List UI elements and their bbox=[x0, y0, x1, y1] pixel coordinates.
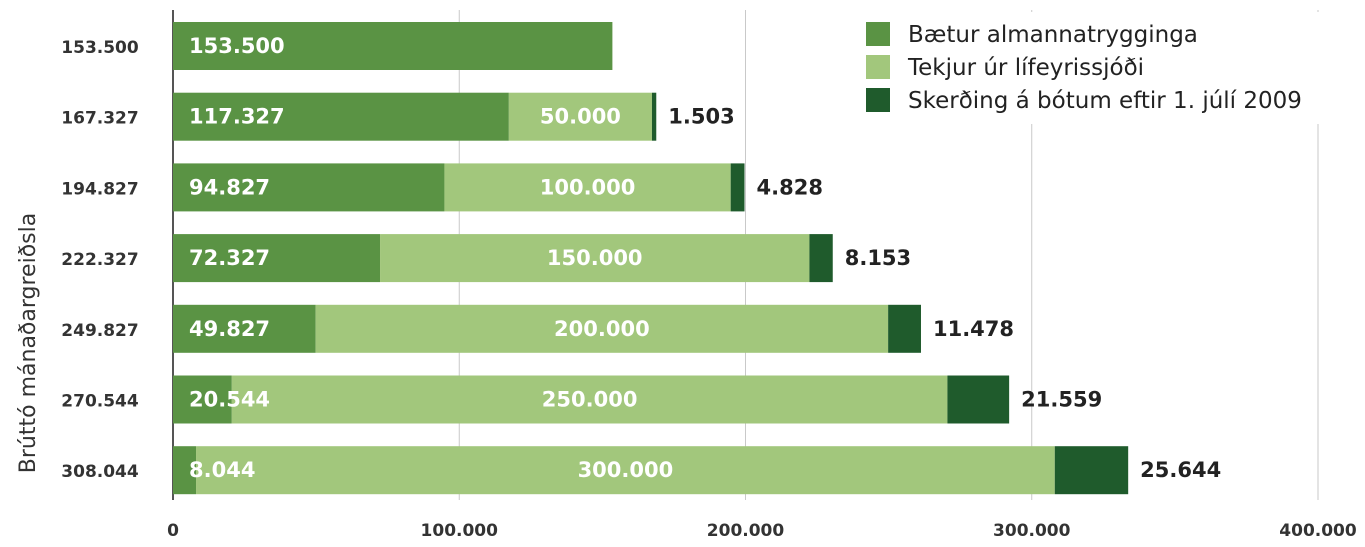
bar-segment bbox=[651, 92, 657, 141]
data-label: 150.000 bbox=[547, 246, 643, 270]
bar-segment bbox=[173, 446, 197, 495]
bar-segment bbox=[380, 234, 810, 283]
data-label: 117.327 bbox=[189, 105, 285, 129]
category-label: 222.327 bbox=[61, 250, 138, 270]
legend-swatch bbox=[866, 88, 890, 112]
legend-entry: Bætur almannatrygginga bbox=[908, 22, 1198, 48]
bar-segment bbox=[888, 304, 921, 353]
data-label: 8.153 bbox=[845, 246, 911, 270]
legend-swatch bbox=[866, 55, 890, 79]
bar-segment bbox=[809, 234, 833, 283]
category-label: 167.327 bbox=[61, 109, 138, 129]
bar-segment bbox=[947, 375, 1010, 424]
bar-segment bbox=[173, 163, 445, 212]
data-label: 8.044 bbox=[189, 458, 255, 482]
bars bbox=[173, 22, 1129, 495]
data-label: 94.827 bbox=[189, 175, 270, 199]
x-tick-label: 400.000 bbox=[1279, 521, 1357, 541]
bar-segment bbox=[444, 163, 731, 212]
legend-entry: Tekjur úr lífeyrissjóði bbox=[907, 55, 1144, 81]
data-label: 4.828 bbox=[757, 175, 823, 199]
bar-segment bbox=[173, 92, 509, 141]
legend-background bbox=[855, 12, 1355, 124]
data-label: 100.000 bbox=[540, 175, 636, 199]
x-tick-label: 200.000 bbox=[707, 521, 785, 541]
bar-segment bbox=[315, 304, 889, 353]
bar-segment bbox=[173, 304, 316, 353]
legend-entry: Skerðing á bótum eftir 1. júlí 2009 bbox=[908, 88, 1302, 114]
x-tick-label: 0 bbox=[167, 521, 179, 541]
data-label: 20.544 bbox=[189, 388, 270, 412]
x-axis-ticks: 0 100.000 200.000 300.000 400.000 bbox=[167, 521, 1357, 541]
data-label: 250.000 bbox=[542, 388, 638, 412]
data-label: 153.500 bbox=[189, 34, 285, 58]
category-label: 194.827 bbox=[61, 179, 138, 199]
x-tick-label: 300.000 bbox=[993, 521, 1071, 541]
x-tick-label: 100.000 bbox=[421, 521, 499, 541]
bar-segment bbox=[173, 22, 613, 70]
y-axis-label: Brúttó mánaðargreiðsla bbox=[16, 213, 41, 473]
data-label: 49.827 bbox=[189, 317, 270, 341]
bar-segment bbox=[730, 163, 745, 212]
bar-segment bbox=[508, 92, 652, 141]
data-label: 300.000 bbox=[578, 458, 674, 482]
bar-segment bbox=[173, 375, 232, 424]
legend-swatch bbox=[866, 22, 890, 46]
data-label: 1.503 bbox=[668, 105, 734, 129]
category-labels: 153.500 167.327 194.827 222.327 249.827 270.5… bbox=[61, 38, 139, 482]
data-label: 50.000 bbox=[540, 105, 621, 129]
legend: Bætur almannatrygginga Tekjur úr lífeyris… bbox=[855, 12, 1355, 124]
data-label: 11.478 bbox=[933, 317, 1014, 341]
data-label: 21.559 bbox=[1021, 388, 1102, 412]
data-label: 25.644 bbox=[1140, 458, 1221, 482]
bar-segment bbox=[1054, 446, 1129, 495]
bar-segment bbox=[173, 234, 381, 283]
category-label: 308.044 bbox=[61, 462, 139, 482]
bar-segment bbox=[231, 375, 948, 424]
category-label: 249.827 bbox=[61, 321, 138, 341]
data-label: 200.000 bbox=[554, 317, 650, 341]
category-label: 153.500 bbox=[61, 38, 139, 58]
bar-segment bbox=[196, 446, 1055, 495]
data-label: 72.327 bbox=[189, 246, 270, 270]
category-label: 270.544 bbox=[61, 392, 139, 412]
bar-labels: 153.500 117.327 50.000 1.503 94.827 100.000 4.… bbox=[189, 34, 1221, 482]
